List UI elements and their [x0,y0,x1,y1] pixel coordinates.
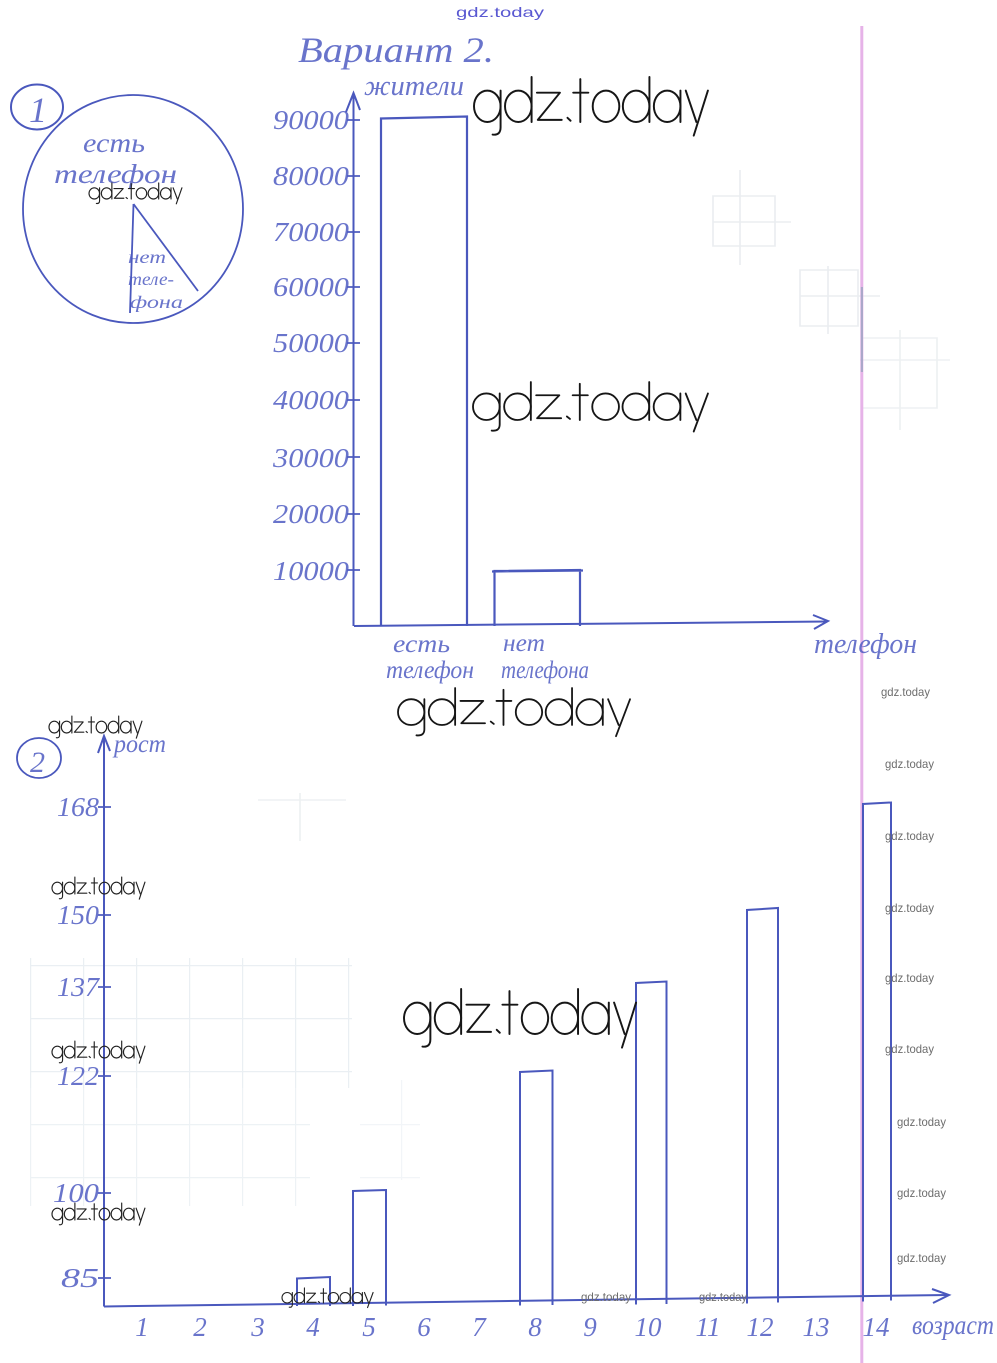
svg-text:жители: жители [364,71,464,102]
svg-text:13: 13 [803,1312,830,1342]
svg-text:gdz.today: gdz.today [897,1186,946,1200]
svg-text:gdz.today: gdz.today [699,1290,747,1304]
svg-text:gdz.today: gdz.today [581,1290,631,1304]
svg-text:6: 6 [417,1312,431,1342]
svg-text:gdz.today: gdz.today [885,829,934,843]
svg-text:100: 100 [53,1178,100,1208]
svg-text:1: 1 [135,1312,149,1342]
svg-text:Вариант 2.: Вариант 2. [298,30,494,70]
svg-text:14: 14 [863,1312,890,1342]
svg-text:4: 4 [306,1312,320,1342]
svg-text:150: 150 [57,900,100,930]
svg-text:12: 12 [747,1312,774,1342]
svg-text:телефона: телефона [501,657,589,684]
svg-text:gdz.today: gdz.today [885,901,934,915]
svg-text:рост: рост [112,731,166,758]
svg-text:70000: 70000 [273,217,350,247]
svg-text:5: 5 [362,1312,376,1342]
svg-text:есть: есть [83,128,145,158]
svg-text:3: 3 [250,1312,265,1342]
svg-text:60000: 60000 [273,272,350,302]
svg-text:возраст: возраст [912,1310,994,1340]
svg-text:122: 122 [57,1061,99,1091]
svg-text:9: 9 [583,1312,597,1342]
svg-text:gdz.today: gdz.today [897,1251,946,1265]
svg-text:80000: 80000 [273,161,350,191]
svg-text:gdz.today: gdz.today [881,685,930,699]
svg-text:40000: 40000 [273,385,350,415]
svg-text:50000: 50000 [273,328,350,358]
svg-text:gdz.today: gdz.today [885,1042,934,1056]
svg-text:90000: 90000 [273,105,350,135]
svg-text:10000: 10000 [273,556,350,586]
svg-text:нет: нет [503,630,545,657]
svg-text:телефон: телефон [54,159,177,189]
svg-text:телефон: телефон [814,628,917,660]
svg-text:2: 2 [193,1312,207,1342]
svg-text:168: 168 [57,792,100,822]
svg-text:нет: нет [128,247,166,267]
svg-text:10: 10 [635,1312,663,1342]
svg-text:85: 85 [61,1263,99,1293]
svg-text:20000: 20000 [273,499,350,529]
svg-text:фона: фона [130,292,183,312]
svg-text:gdz.today: gdz.today [456,4,544,20]
svg-text:есть: есть [393,631,450,658]
svg-text:gdz.today: gdz.today [885,971,934,985]
svg-text:gdz.today: gdz.today [885,757,934,771]
svg-text:7: 7 [472,1312,487,1342]
svg-text:137: 137 [57,972,101,1002]
svg-text:теле-: теле- [128,269,174,289]
svg-text:30000: 30000 [272,443,350,473]
svg-text:2: 2 [30,746,45,779]
svg-text:11: 11 [696,1312,721,1342]
svg-text:телефон: телефон [386,657,474,684]
svg-text:gdz.today: gdz.today [897,1115,946,1129]
svg-text:1: 1 [29,90,47,130]
svg-text:8: 8 [528,1312,542,1342]
